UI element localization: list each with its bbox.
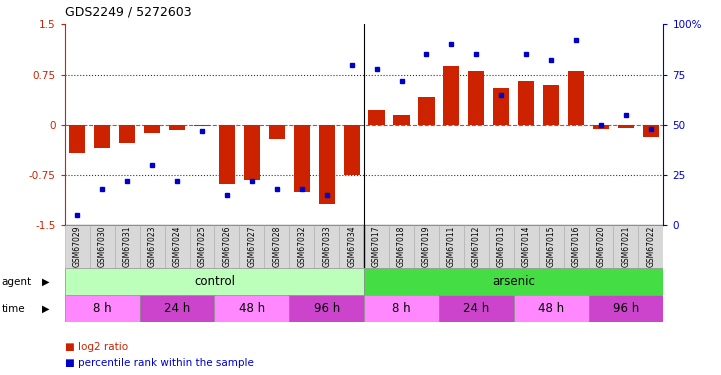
Text: GSM67011: GSM67011 <box>447 226 456 267</box>
Text: GSM67034: GSM67034 <box>347 226 356 267</box>
Text: GSM67019: GSM67019 <box>422 226 431 267</box>
Bar <box>418 97 435 124</box>
Text: GSM67028: GSM67028 <box>273 226 281 267</box>
Bar <box>543 85 559 124</box>
Bar <box>140 295 215 322</box>
Text: GSM67030: GSM67030 <box>98 226 107 267</box>
Bar <box>140 225 164 268</box>
Bar <box>119 124 136 143</box>
Bar <box>489 225 513 268</box>
Bar <box>239 225 265 268</box>
Text: GSM67017: GSM67017 <box>372 226 381 267</box>
Bar <box>368 110 385 125</box>
Bar <box>244 124 260 180</box>
Text: ■ percentile rank within the sample: ■ percentile rank within the sample <box>65 358 254 368</box>
Bar <box>164 225 190 268</box>
Bar <box>518 81 534 124</box>
Text: arsenic: arsenic <box>492 275 535 288</box>
Bar <box>265 225 289 268</box>
Text: ▶: ▶ <box>42 304 49 313</box>
Bar <box>269 124 285 140</box>
Text: GSM67031: GSM67031 <box>123 226 132 267</box>
Bar <box>289 225 314 268</box>
Text: ■ log2 ratio: ■ log2 ratio <box>65 342 128 351</box>
Text: ▶: ▶ <box>42 277 49 286</box>
Text: GDS2249 / 5272603: GDS2249 / 5272603 <box>65 6 192 19</box>
Bar <box>319 124 335 204</box>
Bar <box>364 295 439 322</box>
Text: 48 h: 48 h <box>538 302 564 315</box>
Bar <box>94 124 110 148</box>
Bar <box>493 88 509 124</box>
Text: 48 h: 48 h <box>239 302 265 315</box>
Bar <box>564 225 588 268</box>
Bar <box>439 225 464 268</box>
Bar <box>314 225 339 268</box>
Bar <box>443 66 459 124</box>
Bar <box>414 225 439 268</box>
Text: 8 h: 8 h <box>392 302 411 315</box>
Text: GSM67029: GSM67029 <box>73 226 82 267</box>
Text: GSM67033: GSM67033 <box>322 226 331 267</box>
Text: GSM67024: GSM67024 <box>172 226 182 267</box>
Bar <box>642 124 659 137</box>
Bar <box>638 225 663 268</box>
Text: GSM67026: GSM67026 <box>223 226 231 267</box>
Text: GSM67025: GSM67025 <box>198 226 206 267</box>
Text: agent: agent <box>1 277 32 286</box>
Text: 24 h: 24 h <box>164 302 190 315</box>
Text: time: time <box>1 304 25 313</box>
Text: GSM67014: GSM67014 <box>522 226 531 267</box>
Bar <box>215 225 239 268</box>
Text: 8 h: 8 h <box>93 302 112 315</box>
Bar <box>65 295 140 322</box>
Text: GSM67016: GSM67016 <box>572 226 580 267</box>
Bar <box>588 225 614 268</box>
Bar <box>289 295 364 322</box>
Bar <box>194 124 210 126</box>
Bar <box>215 295 289 322</box>
Bar <box>144 124 160 134</box>
Bar <box>65 268 364 295</box>
Bar <box>618 124 634 128</box>
Bar <box>219 124 235 183</box>
Text: GSM67022: GSM67022 <box>646 226 655 267</box>
Text: GSM67023: GSM67023 <box>148 226 156 267</box>
Bar <box>169 124 185 130</box>
Bar <box>364 268 663 295</box>
Bar <box>394 115 410 125</box>
Text: 96 h: 96 h <box>314 302 340 315</box>
Text: GSM67018: GSM67018 <box>397 226 406 267</box>
Text: 96 h: 96 h <box>613 302 639 315</box>
Text: GSM67032: GSM67032 <box>297 226 306 267</box>
Text: GSM67021: GSM67021 <box>622 226 630 267</box>
Text: 24 h: 24 h <box>463 302 490 315</box>
Bar <box>190 225 215 268</box>
Bar <box>468 71 485 124</box>
Bar <box>439 295 514 322</box>
Bar <box>115 225 140 268</box>
Bar <box>593 124 609 129</box>
Bar <box>568 71 584 124</box>
Text: GSM67027: GSM67027 <box>247 226 257 267</box>
Bar <box>614 225 638 268</box>
Bar <box>69 124 86 153</box>
Bar <box>65 225 90 268</box>
Bar <box>343 124 360 175</box>
Bar <box>588 295 663 322</box>
Bar <box>514 225 539 268</box>
Bar <box>389 225 414 268</box>
Bar <box>539 225 564 268</box>
Text: GSM67013: GSM67013 <box>497 226 505 267</box>
Bar <box>293 124 310 192</box>
Bar <box>514 295 588 322</box>
Bar <box>90 225 115 268</box>
Text: GSM67012: GSM67012 <box>472 226 481 267</box>
Text: control: control <box>194 275 235 288</box>
Bar <box>464 225 489 268</box>
Text: GSM67020: GSM67020 <box>596 226 606 267</box>
Text: GSM67015: GSM67015 <box>547 226 556 267</box>
Bar <box>364 225 389 268</box>
Bar <box>339 225 364 268</box>
